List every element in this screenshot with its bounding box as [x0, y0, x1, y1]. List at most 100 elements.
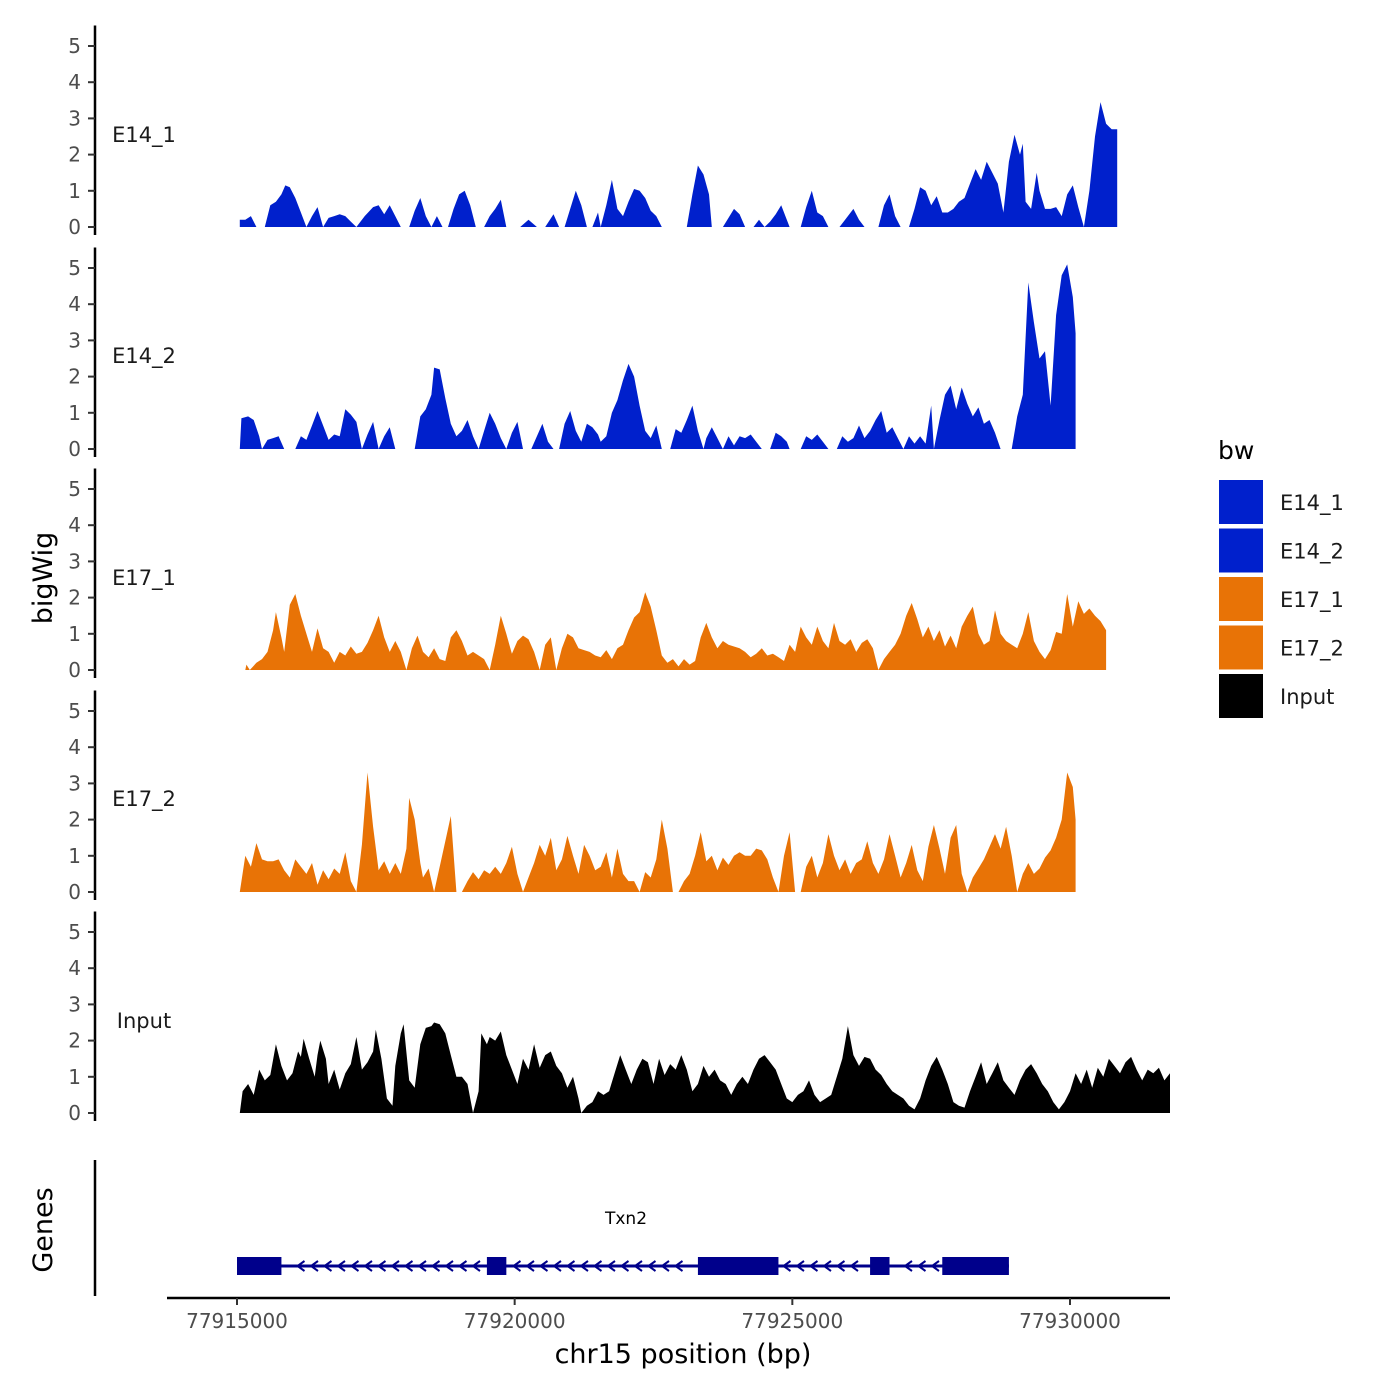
legend-label: E17_2	[1280, 637, 1344, 662]
signal-area-E17_2	[239, 772, 1076, 892]
track-label: E14_1	[112, 123, 176, 148]
y-axis-title-genes: Genes	[28, 1187, 59, 1272]
track-E14_1: 0 1 2 3 4 5 E14_1	[68, 25, 1118, 239]
strand-arrow	[835, 1260, 846, 1272]
track-label: Input	[117, 1009, 171, 1033]
legend-label: E14_1	[1280, 491, 1344, 516]
y-tick-label: 3	[68, 549, 81, 573]
gene-name-label: Txn2	[604, 1209, 647, 1229]
strand-arrow	[376, 1260, 387, 1272]
x-tick-label: 77930000	[1019, 1309, 1121, 1333]
y-tick-label: 0	[68, 215, 81, 239]
gene-exon	[486, 1257, 507, 1275]
track-label: E17_1	[112, 566, 176, 591]
strand-arrow	[822, 1260, 832, 1272]
x-axis-title: chr15 position (bp)	[555, 1339, 812, 1370]
y-tick-label: 3	[68, 106, 81, 130]
strand-arrow	[619, 1260, 630, 1272]
strand-arrow	[444, 1260, 454, 1272]
strand-arrow	[471, 1260, 481, 1272]
y-tick-label: 2	[68, 1029, 81, 1053]
y-tick-label: 4	[68, 735, 81, 759]
strand-arrow	[525, 1260, 535, 1272]
strand-arrow	[349, 1260, 360, 1272]
y-tick-label: 0	[68, 880, 81, 904]
signal-area-Input	[239, 1022, 1171, 1113]
signal-area-E14_1	[239, 102, 1118, 227]
gene-exon	[697, 1257, 779, 1275]
strand-arrow	[552, 1260, 562, 1272]
y-tick-label: 1	[68, 1065, 81, 1089]
strand-arrow	[511, 1260, 522, 1272]
strand-arrow	[673, 1260, 684, 1272]
x-tick-label: 77920000	[464, 1309, 566, 1333]
track-label: E14_2	[112, 344, 176, 369]
y-axis-title-bigwig: bigWig	[28, 532, 59, 625]
legend-label: E17_1	[1280, 588, 1344, 613]
signal-area-E14_2	[239, 264, 1076, 449]
strand-arrow	[457, 1260, 468, 1272]
strand-arrow	[322, 1260, 333, 1272]
x-tick-label: 77925000	[741, 1309, 843, 1333]
y-tick-label: 5	[68, 256, 81, 280]
strand-arrow	[538, 1260, 549, 1272]
strand-arrow	[403, 1260, 414, 1272]
y-tick-label: 3	[68, 992, 81, 1016]
strand-arrow	[565, 1260, 576, 1272]
strand-arrow	[781, 1260, 792, 1272]
track-E14_2: 0 1 2 3 4 5 E14_2	[68, 247, 1076, 461]
gene-exon	[870, 1257, 890, 1275]
strand-arrow	[417, 1260, 427, 1272]
y-tick-label: 2	[68, 143, 81, 167]
y-tick-label: 2	[68, 808, 81, 832]
strand-arrow	[903, 1260, 913, 1272]
legend-key-E14_2	[1219, 528, 1263, 573]
legend-label: E14_2	[1280, 540, 1344, 565]
y-tick-label: 0	[68, 658, 81, 682]
strand-arrow	[430, 1260, 441, 1272]
y-tick-label: 0	[68, 437, 81, 461]
track-label: E17_2	[112, 787, 176, 812]
y-tick-label: 1	[68, 622, 81, 646]
strand-arrow	[795, 1260, 805, 1272]
y-tick-label: 3	[68, 328, 81, 352]
signal-area-E17_1	[245, 592, 1107, 670]
legend-title: bw	[1218, 436, 1254, 465]
legend-key-E17_1	[1219, 577, 1263, 621]
y-tick-label: 5	[68, 699, 81, 723]
legend-key-E17_2	[1219, 625, 1263, 670]
y-tick-label: 1	[68, 179, 81, 203]
y-tick-label: 4	[68, 292, 81, 316]
strand-arrow	[390, 1260, 400, 1272]
y-tick-label: 4	[68, 513, 81, 537]
y-tick-label: 5	[68, 477, 81, 501]
y-tick-label: 1	[68, 401, 81, 425]
legend-label: Input	[1280, 685, 1334, 709]
gene-annotation-track: Txn2	[93, 1160, 1009, 1296]
strand-arrow	[808, 1260, 819, 1272]
y-tick-label: 5	[68, 34, 81, 58]
track-Input: 0 1 2 3 4 5 Input	[68, 911, 1171, 1125]
strand-arrow	[606, 1260, 616, 1272]
signal-tracks: 0 1 2 3 4 5 E14_1 0 1 2 3 4 5 E14_2 0 1 2 3 4 5 E17_1 0 1 2 3 4 5 E…	[68, 25, 1171, 1125]
x-axis: 77915000 77920000 77925000 77930000	[167, 1296, 1170, 1333]
strand-arrow	[592, 1260, 603, 1272]
y-tick-label: 5	[68, 920, 81, 944]
track-E17_2: 0 1 2 3 4 5 E17_2	[68, 690, 1076, 904]
strand-arrow	[849, 1260, 859, 1272]
y-tick-label: 1	[68, 844, 81, 868]
strand-arrow	[579, 1260, 589, 1272]
strand-arrow	[336, 1260, 346, 1272]
legend-key-E14_1	[1219, 480, 1263, 524]
gene-exon	[942, 1257, 1009, 1275]
y-tick-label: 2	[68, 365, 81, 389]
track-E17_1: 0 1 2 3 4 5 E17_1	[68, 468, 1107, 682]
y-tick-label: 3	[68, 771, 81, 795]
legend-key-Input	[1219, 674, 1263, 718]
y-tick-label: 4	[68, 70, 81, 94]
strand-arrow	[916, 1260, 927, 1272]
strand-arrow	[363, 1260, 373, 1272]
legend: bw E14_1 E14_2 E17_1 E17_2 Input	[1218, 436, 1344, 718]
x-tick-label: 77915000	[186, 1309, 288, 1333]
